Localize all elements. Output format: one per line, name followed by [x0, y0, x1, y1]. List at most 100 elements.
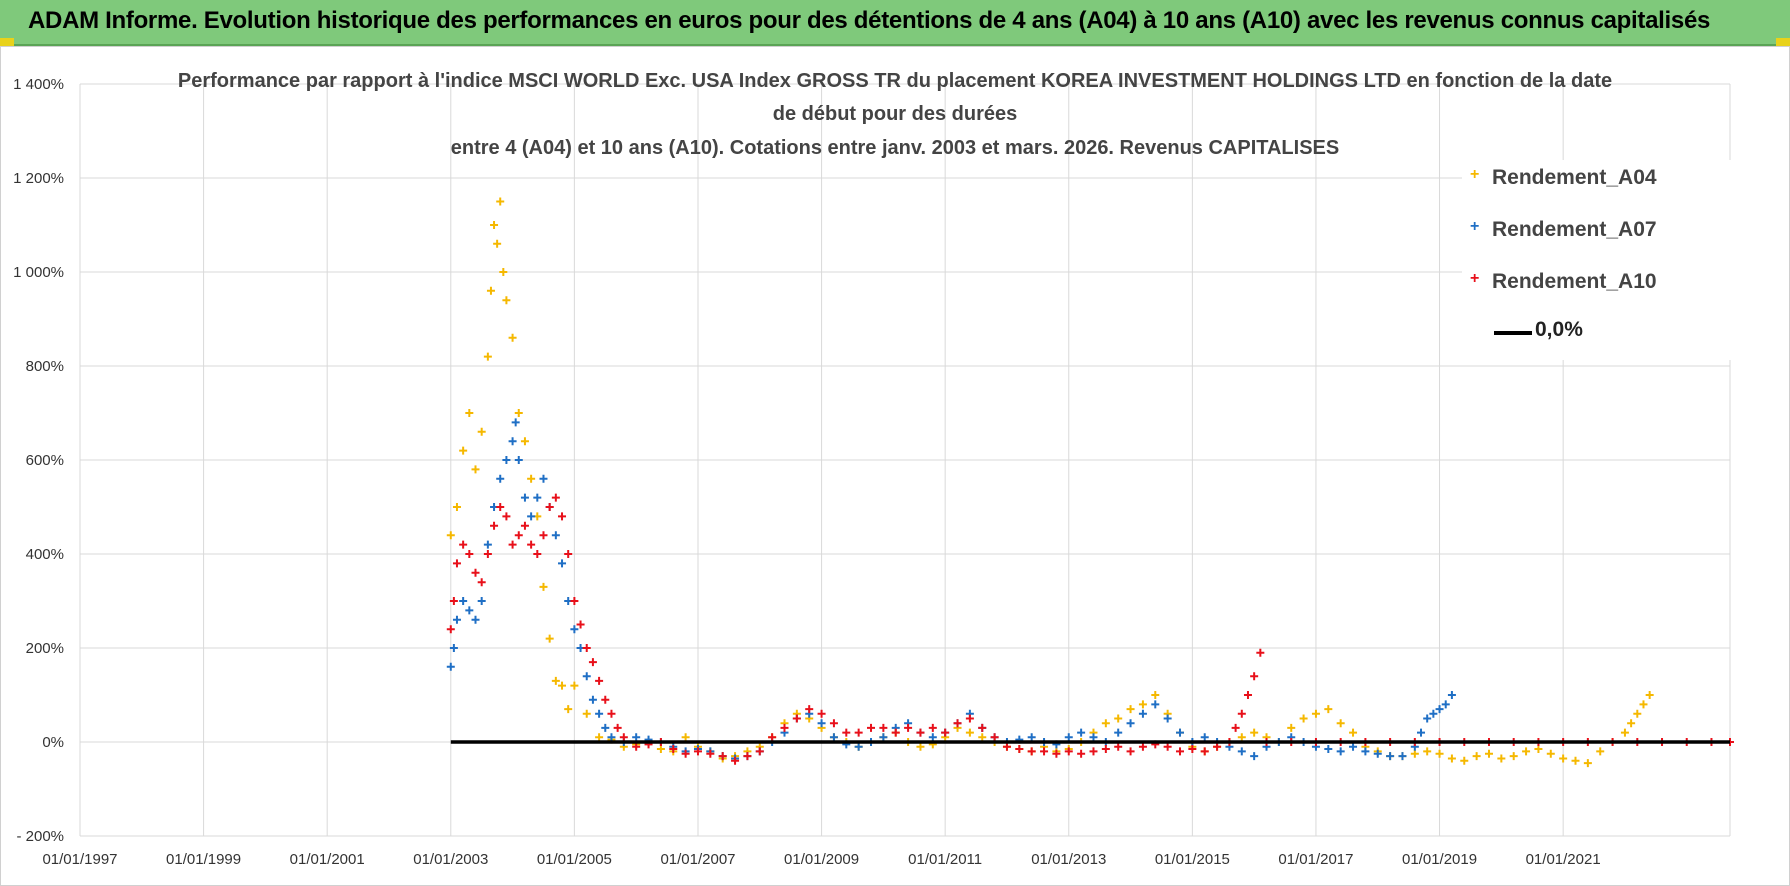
data-point-rendement-a07 — [928, 733, 937, 742]
y-tick-label: 1 200% — [13, 170, 64, 187]
data-point-rendement-a10 — [842, 728, 851, 737]
data-point-rendement-a04 — [490, 221, 499, 229]
data-point-rendement-a10 — [465, 550, 474, 558]
data-point-rendement-a04 — [1299, 714, 1308, 723]
data-point-rendement-a07 — [588, 695, 597, 704]
data-point-rendement-a10 — [1213, 742, 1222, 751]
data-point-rendement-a07 — [582, 672, 591, 681]
data-point-rendement-a10 — [768, 733, 777, 742]
data-point-rendement-a04 — [1114, 714, 1123, 723]
data-point-rendement-a10 — [539, 531, 548, 540]
data-point-rendement-a07 — [1200, 733, 1209, 742]
data-point-rendement-a10 — [1089, 747, 1098, 756]
data-point-rendement-a04 — [1460, 756, 1469, 765]
data-point-rendement-a10 — [953, 719, 962, 728]
data-point-rendement-a10 — [1015, 745, 1024, 754]
x-tick-label: 01/01/2005 — [537, 851, 612, 868]
legend-label-a07: Rendement_A07 — [1492, 218, 1657, 241]
data-point-rendement-a10 — [1243, 691, 1252, 699]
data-point-rendement-a04 — [1596, 747, 1605, 756]
data-point-rendement-a04 — [1138, 700, 1147, 709]
data-point-rendement-a10 — [965, 714, 974, 723]
data-point-rendement-a04 — [471, 465, 480, 474]
data-point-rendement-a07 — [1250, 752, 1259, 761]
data-point-rendement-a07 — [1163, 714, 1172, 723]
data-point-rendement-a07 — [1423, 714, 1432, 723]
data-point-rendement-a04 — [1571, 756, 1580, 765]
legend-marker-a10: + — [1470, 270, 1480, 287]
data-point-rendement-a04 — [1583, 759, 1592, 768]
data-point-rendement-a10 — [1002, 742, 1011, 751]
data-point-rendement-a07 — [879, 733, 888, 742]
data-point-rendement-a07 — [558, 559, 567, 568]
data-point-rendement-a10 — [551, 493, 560, 502]
data-point-rendement-a07 — [1126, 719, 1135, 728]
chart-title-line-1: Performance par rapport à l'indice MSCI … — [177, 70, 1613, 92]
data-point-rendement-a04 — [1423, 747, 1432, 756]
x-tick-label: 01/01/2021 — [1526, 851, 1601, 868]
data-point-rendement-a10 — [490, 521, 499, 530]
data-point-rendement-a04 — [499, 268, 508, 276]
data-point-rendement-a07 — [1151, 700, 1160, 709]
data-point-rendement-a04 — [459, 446, 468, 455]
data-point-rendement-a07 — [607, 733, 616, 742]
data-point-rendement-a10 — [582, 644, 591, 652]
data-point-rendement-a10 — [731, 756, 740, 765]
data-point-rendement-a10 — [681, 749, 690, 758]
data-point-rendement-a10 — [446, 625, 455, 634]
data-point-rendement-a07 — [1417, 728, 1426, 737]
data-point-rendement-a04 — [916, 742, 925, 751]
data-point-rendement-a04 — [545, 634, 554, 643]
data-point-rendement-a04 — [978, 733, 987, 742]
data-point-rendement-a07 — [533, 493, 542, 502]
data-point-rendement-a04 — [570, 681, 579, 690]
data-point-rendement-a07 — [601, 723, 610, 732]
legend-marker-a07: + — [1470, 218, 1480, 235]
data-point-rendement-a07 — [1349, 742, 1358, 751]
chart-title-line-2: de début pour des durées — [772, 103, 1018, 125]
data-point-rendement-a10 — [1256, 648, 1265, 657]
data-point-rendement-a04 — [446, 531, 455, 540]
report-banner: ADAM Informe. Evolution historique des p… — [0, 0, 1790, 46]
data-point-rendement-a04 — [1287, 723, 1296, 732]
data-point-rendement-a04 — [1534, 745, 1543, 754]
y-tick-label: 600% — [26, 452, 64, 469]
data-point-rendement-a10 — [928, 723, 937, 732]
x-tick-label: 01/01/1997 — [42, 851, 117, 868]
data-point-rendement-a10 — [595, 676, 604, 685]
data-point-rendement-a10 — [576, 620, 585, 629]
data-point-rendement-a07 — [539, 474, 548, 483]
banner-corner-left — [0, 38, 14, 46]
legend-label-a10: Rendement_A10 — [1492, 270, 1657, 293]
data-point-rendement-a10 — [693, 747, 702, 756]
data-point-rendement-a10 — [508, 540, 517, 549]
data-point-rendement-a10 — [496, 503, 505, 511]
data-point-rendement-a04 — [551, 676, 560, 685]
data-point-rendement-a04 — [1472, 752, 1481, 761]
data-point-rendement-a10 — [520, 521, 529, 530]
data-point-rendement-a10 — [1077, 749, 1086, 758]
data-point-rendement-a04 — [1410, 749, 1419, 758]
data-point-rendement-a07 — [1064, 733, 1073, 742]
x-tick-label: 01/01/2007 — [660, 851, 735, 868]
data-point-rendement-a04 — [1559, 754, 1568, 763]
data-point-rendement-a07 — [1089, 733, 1098, 742]
data-point-rendement-a07 — [459, 597, 468, 605]
data-point-rendement-a10 — [1176, 747, 1184, 756]
data-point-rendement-a10 — [755, 747, 764, 756]
data-point-rendement-a10 — [990, 733, 999, 742]
data-point-rendement-a07 — [511, 418, 520, 427]
data-point-rendement-a04 — [1435, 749, 1444, 758]
data-point-rendement-a07 — [1429, 709, 1438, 718]
data-point-rendement-a10 — [904, 723, 913, 732]
data-point-rendement-a10 — [1040, 747, 1049, 756]
data-point-rendement-a10 — [527, 540, 536, 549]
data-point-rendement-a10 — [1114, 742, 1123, 751]
data-point-rendement-a07 — [1373, 749, 1382, 758]
data-point-rendement-a10 — [1250, 672, 1259, 681]
data-point-rendement-a10 — [718, 752, 727, 761]
data-point-rendement-a07 — [1398, 752, 1407, 761]
data-point-rendement-a04 — [477, 427, 486, 436]
data-point-rendement-a04 — [564, 705, 573, 714]
data-point-rendement-a04 — [486, 286, 495, 295]
